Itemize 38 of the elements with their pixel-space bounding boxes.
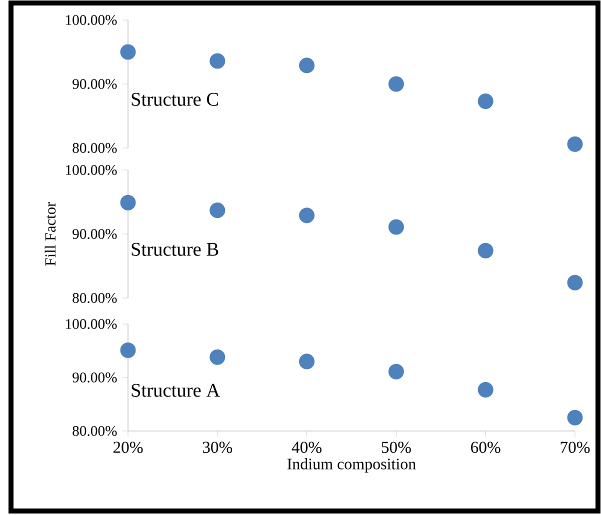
point	[299, 58, 315, 74]
point	[210, 202, 226, 218]
x-tick-label: 60%	[471, 442, 500, 454]
point	[388, 219, 404, 235]
y-tick-label: 90.00%	[72, 372, 117, 382]
point	[120, 194, 136, 210]
point	[478, 94, 494, 110]
x-axis-title: Indium composition	[287, 458, 416, 473]
point	[299, 208, 315, 224]
point	[478, 382, 494, 398]
point	[478, 242, 494, 258]
y-tick-label: 90.00%	[72, 79, 117, 89]
y-axis-title: Fill Factor	[44, 202, 56, 266]
annotation: Structure B	[132, 242, 218, 256]
point	[388, 76, 404, 92]
x-tick-label: 50%	[382, 442, 411, 454]
y-tick-label: 100.00%	[66, 15, 117, 25]
point	[210, 53, 226, 69]
point	[567, 410, 583, 426]
y-tick-label: 100.00%	[66, 319, 117, 329]
y-tick-label: 80.00%	[72, 293, 117, 303]
x-tick-label: 40%	[292, 442, 322, 454]
point	[120, 342, 136, 358]
x-tick-label: 20%	[113, 442, 143, 454]
y-tick-label: 80.00%	[72, 143, 117, 153]
point	[567, 274, 583, 290]
point	[120, 44, 136, 60]
annotation: Structure C	[132, 92, 218, 106]
point	[210, 349, 226, 365]
point	[567, 136, 583, 152]
annotation: Structure A	[132, 384, 220, 397]
point	[299, 354, 315, 370]
y-tick-label: 90.00%	[72, 229, 117, 239]
y-tick-label: 100.00%	[66, 165, 117, 175]
x-tick-label: 30%	[202, 442, 232, 454]
y-tick-label: 80.00%	[72, 426, 117, 436]
point	[388, 364, 404, 380]
x-tick-label: 70%	[560, 442, 590, 454]
